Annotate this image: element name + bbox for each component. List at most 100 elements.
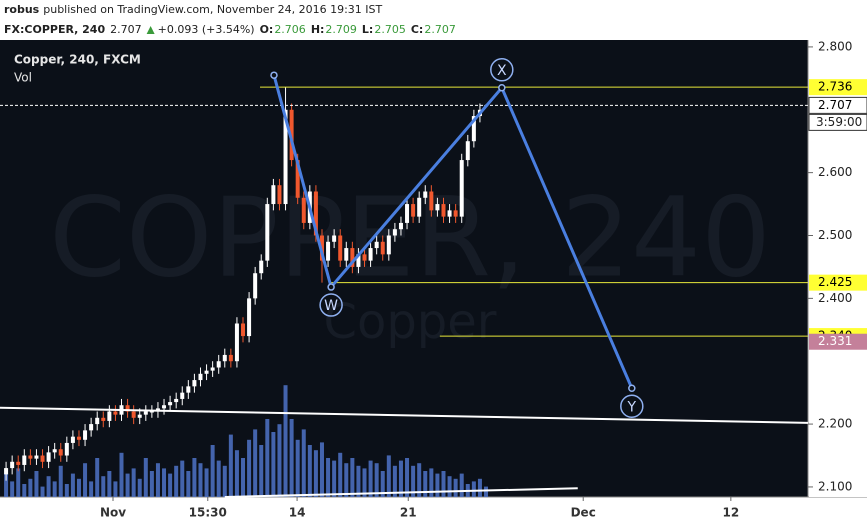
volume-bar [155,463,160,497]
volume-bar [186,471,191,497]
candle-body [386,235,391,255]
candle-body [374,241,379,249]
volume-bar [453,478,458,497]
ohlc-label: C: [411,23,423,36]
volume-label: Vol [14,71,32,85]
candle-body [459,160,464,217]
candle-body [46,452,51,462]
volume-bar [89,481,94,497]
price-badge-label: 2.425 [818,275,852,289]
candle-body [70,436,75,443]
candle-body [76,436,81,440]
candle-body [4,468,9,475]
volume-bar [295,439,300,497]
ohlc-value: 2.705 [374,23,406,36]
volume-bar [204,468,209,497]
volume-bar [398,460,403,497]
ohlc-value: 2.707 [424,23,456,36]
volume-bar [265,419,270,497]
y-tick-label: 2.500 [818,228,852,242]
candle-body [180,392,185,399]
volume-bar [143,458,148,497]
volume-bar [380,471,385,497]
candle-body [40,455,45,462]
volume-bar [119,452,124,497]
volume-bar [107,471,112,497]
volume-bar [338,452,343,497]
watermark: COPPER, 240 [49,173,771,301]
published: published on TradingView.com, November 2… [43,3,382,16]
candle-body [380,241,385,255]
x-tick-label: Nov [100,506,126,520]
candle-body [210,367,215,371]
ohlc-label: L: [362,23,373,36]
volume-bar [253,429,258,497]
volume-bar [283,385,288,497]
volume-bar [319,442,324,497]
volume-bar [241,458,246,497]
candle-body [34,455,39,459]
candle-body [64,442,69,456]
y-tick-label: 2.600 [818,165,852,179]
candle-body [344,248,349,261]
candle-body [411,204,416,217]
volume-bar [423,471,428,497]
candle-body [241,323,246,337]
series-title: Copper, 240, FXCM [14,53,141,67]
candle-body [174,398,179,403]
candle-body [168,402,173,406]
candle-body [301,197,306,223]
volume-bar [64,484,69,497]
wave-point [498,84,506,92]
volume-bar [149,471,154,497]
volume-bar [95,458,100,497]
volume-bar [386,455,391,497]
ohlc-value: 2.706 [274,23,306,36]
volume-bar [271,432,276,497]
volume-bar [362,468,367,497]
candle-body [186,386,191,393]
volume-bar [259,445,264,497]
change: +0.093 (+3.54%) [158,23,255,36]
candle-body [131,411,136,418]
candle-body [271,185,276,205]
volume-bar [192,458,197,497]
volume-bar [162,468,167,497]
volume-bar [216,460,221,497]
candle-body [216,361,221,368]
volume-bar [277,424,282,497]
wave-label: X [497,63,507,79]
candle-body [83,430,88,440]
volume-bar [417,463,422,497]
candle-body [192,380,197,387]
candle-body [162,405,167,409]
candle-body [447,210,452,217]
volume-bar [10,481,15,497]
countdown-bg [808,113,867,131]
trendline [224,487,578,498]
candle-body [356,254,361,267]
volume-bar [58,465,63,497]
last-price: 2.707 [110,23,142,36]
volume-bar [174,465,179,497]
volume-bar [477,478,482,497]
y-tick-label: 2.200 [818,417,852,431]
candle-body [295,160,300,198]
volume-bar [46,476,51,497]
price-badge [808,96,867,114]
volume-bar [326,458,331,497]
wave-point [628,384,636,393]
price-badge [809,79,867,96]
candle-body [247,298,252,337]
wave-label: W [324,298,338,314]
candle-body [22,455,27,465]
candle-body [222,354,227,362]
volume-bar [70,473,75,497]
x-tick-label: 15:30 [189,506,227,520]
volume-bar [113,481,118,497]
volume-bar [28,478,33,497]
wave-label: Y [627,399,637,415]
candle-body [52,449,57,453]
candle-body [429,191,434,211]
